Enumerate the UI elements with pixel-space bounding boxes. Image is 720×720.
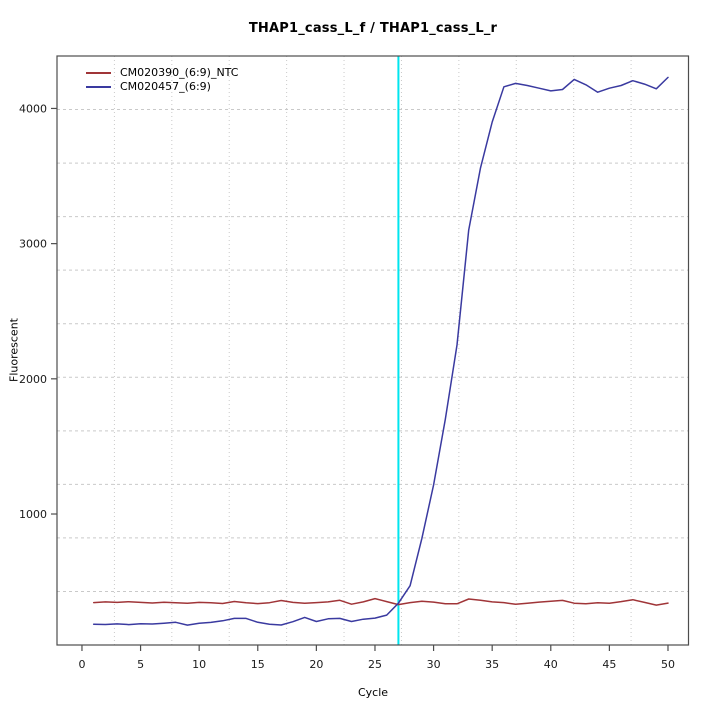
x-tick-label: 25 [368, 658, 382, 671]
x-tick-label: 20 [309, 658, 323, 671]
x-tick-label: 10 [192, 658, 206, 671]
legend-label-sample: CM020457_(6:9) [120, 80, 211, 93]
y-axis-label: Fluorescent [7, 318, 21, 382]
plot-box [56, 55, 690, 646]
x-tick-label: 0 [78, 658, 85, 671]
x-tick-label: 30 [427, 658, 441, 671]
y-tick-label: 4000 [19, 102, 47, 115]
x-axis-label: Cycle [357, 686, 389, 699]
legend-label-ntc: CM020390_(6:9)_NTC [120, 66, 239, 79]
chart-title: THAP1_cass_L_f / THAP1_cass_L_r [248, 21, 498, 36]
x-tick-label: 35 [485, 658, 499, 671]
legend-line-icon [86, 86, 111, 88]
legend-item-sample: CM020457_(6:9) [86, 80, 238, 94]
legend-line-icon [86, 72, 111, 74]
legend: CM020390_(6:9)_NTC CM020457_(6:9) [86, 66, 238, 94]
series-line-0 [92, 597, 669, 606]
y-tick-label: 2000 [19, 373, 47, 386]
y-tick-label: 1000 [19, 508, 47, 521]
legend-item-ntc: CM020390_(6:9)_NTC [86, 66, 238, 80]
x-tick-label: 50 [661, 658, 675, 671]
series-line-1 [92, 76, 669, 626]
y-tick-label: 3000 [19, 238, 47, 251]
x-tick-label: 40 [544, 658, 558, 671]
x-tick-label: 45 [602, 658, 616, 671]
x-tick-label: 15 [251, 658, 265, 671]
x-tick-label: 5 [137, 658, 144, 671]
